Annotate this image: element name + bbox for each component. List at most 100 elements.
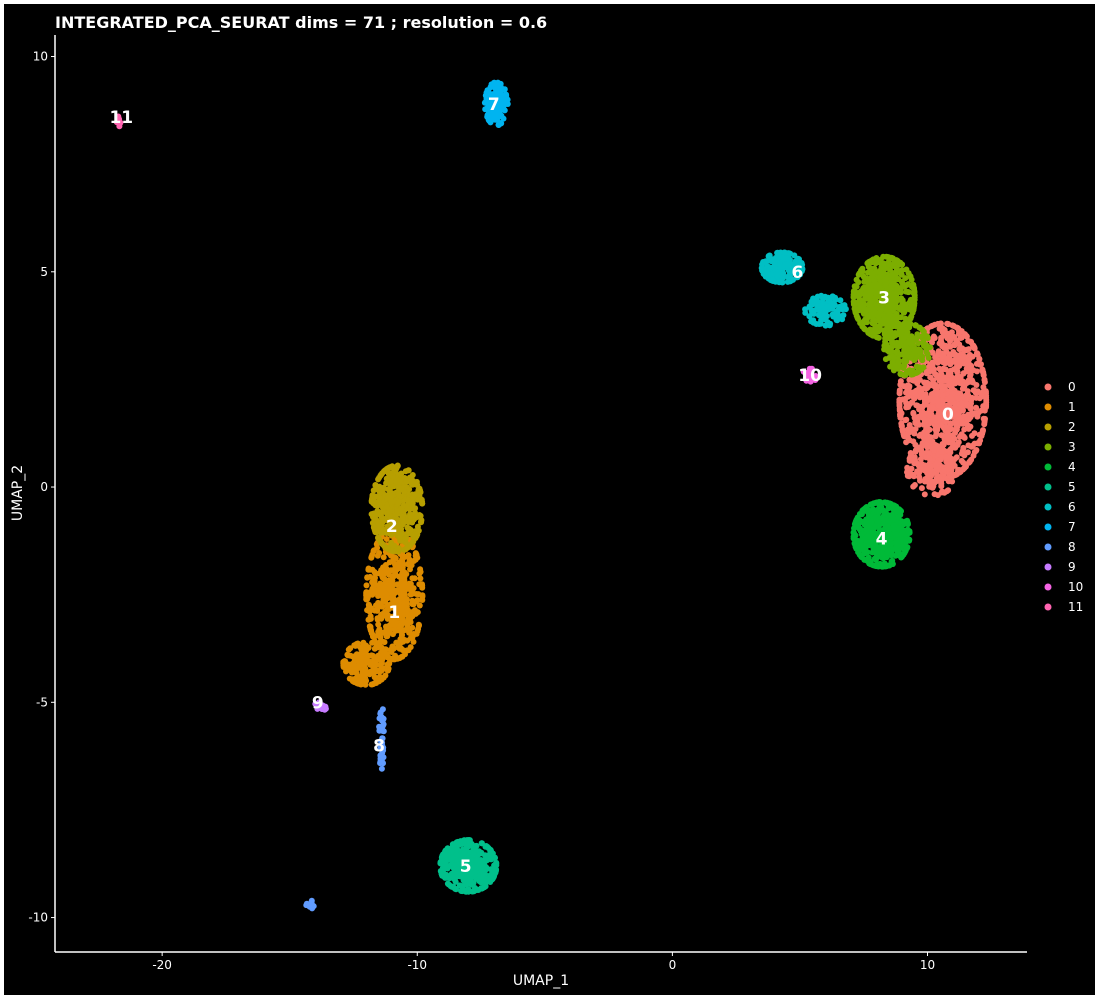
cluster-label-4: 4 [876,530,888,550]
data-point [899,529,906,536]
data-point [381,516,387,523]
data-point [851,283,858,290]
data-point [385,630,392,637]
data-point [466,838,473,845]
data-point [944,320,951,327]
data-point [383,475,390,482]
data-point [919,327,926,334]
data-point [490,109,497,116]
data-point [405,552,412,559]
data-point [395,500,402,507]
data-point [878,289,885,296]
data-point [861,547,868,554]
legend-item-3: 3 [1044,440,1076,454]
legend-item-10: 10 [1044,580,1083,594]
data-point [376,725,383,732]
data-point [386,488,393,495]
legend-swatch [1044,563,1052,571]
data-point [964,401,971,408]
data-point [419,581,425,588]
data-point [379,541,386,548]
data-point [464,857,470,864]
data-point [457,838,464,845]
data-point [379,735,386,742]
data-point [385,654,392,661]
data-point [865,533,872,539]
data-point [950,358,957,365]
data-point [903,266,910,273]
data-point [927,374,934,381]
data-point [977,437,984,444]
data-point [867,293,873,300]
data-point [884,500,891,507]
data-point [897,327,904,333]
data-point [933,390,940,397]
data-point [383,577,390,584]
data-point [898,551,905,558]
data-point [344,652,351,659]
data-point [925,450,932,456]
data-point [946,351,953,358]
data-point [377,495,383,501]
legend-swatch [1044,483,1052,491]
data-point [799,261,806,268]
cluster-9-points [312,699,329,713]
data-point [936,365,943,372]
data-point [935,348,942,355]
data-point [913,322,919,329]
legend-swatch [1044,603,1052,611]
data-point [372,529,379,535]
data-point [891,526,897,533]
data-point [806,304,813,311]
data-point [893,257,900,264]
legend-label: 8 [1068,540,1076,554]
data-point [887,363,894,370]
data-point [934,414,941,421]
data-point [958,400,965,407]
data-point [886,311,893,318]
data-point [895,514,902,521]
data-point [943,488,950,495]
data-point [446,863,453,870]
data-point [372,482,379,489]
data-point [929,404,936,411]
data-point [396,596,403,603]
data-point [918,485,925,492]
data-point [381,639,388,646]
data-point [877,544,884,551]
data-point [875,301,882,308]
cluster-label-7: 7 [488,95,500,115]
data-point [952,411,959,418]
data-point [409,624,416,631]
data-point [496,121,502,128]
data-point [117,119,124,126]
data-point [379,706,386,713]
data-point [360,639,367,646]
data-point [895,365,901,372]
data-point [911,296,918,303]
data-point [914,331,921,338]
data-point [958,328,965,335]
data-point [899,297,906,304]
data-point [377,569,384,576]
legend-label: 7 [1068,520,1076,534]
data-point [383,536,390,542]
data-point [492,855,498,861]
data-point [981,376,988,383]
data-point [407,512,414,519]
data-point [379,655,386,662]
data-point [888,344,895,351]
data-point [394,644,401,651]
data-point [786,260,793,267]
data-point [358,646,365,653]
data-point [897,289,904,296]
data-point [370,487,377,494]
data-point [411,531,418,538]
data-point [973,382,980,388]
data-point [470,851,477,858]
data-point [409,539,416,546]
data-point [906,437,913,444]
data-point [797,271,804,278]
data-point [395,602,402,609]
data-point [902,416,909,423]
